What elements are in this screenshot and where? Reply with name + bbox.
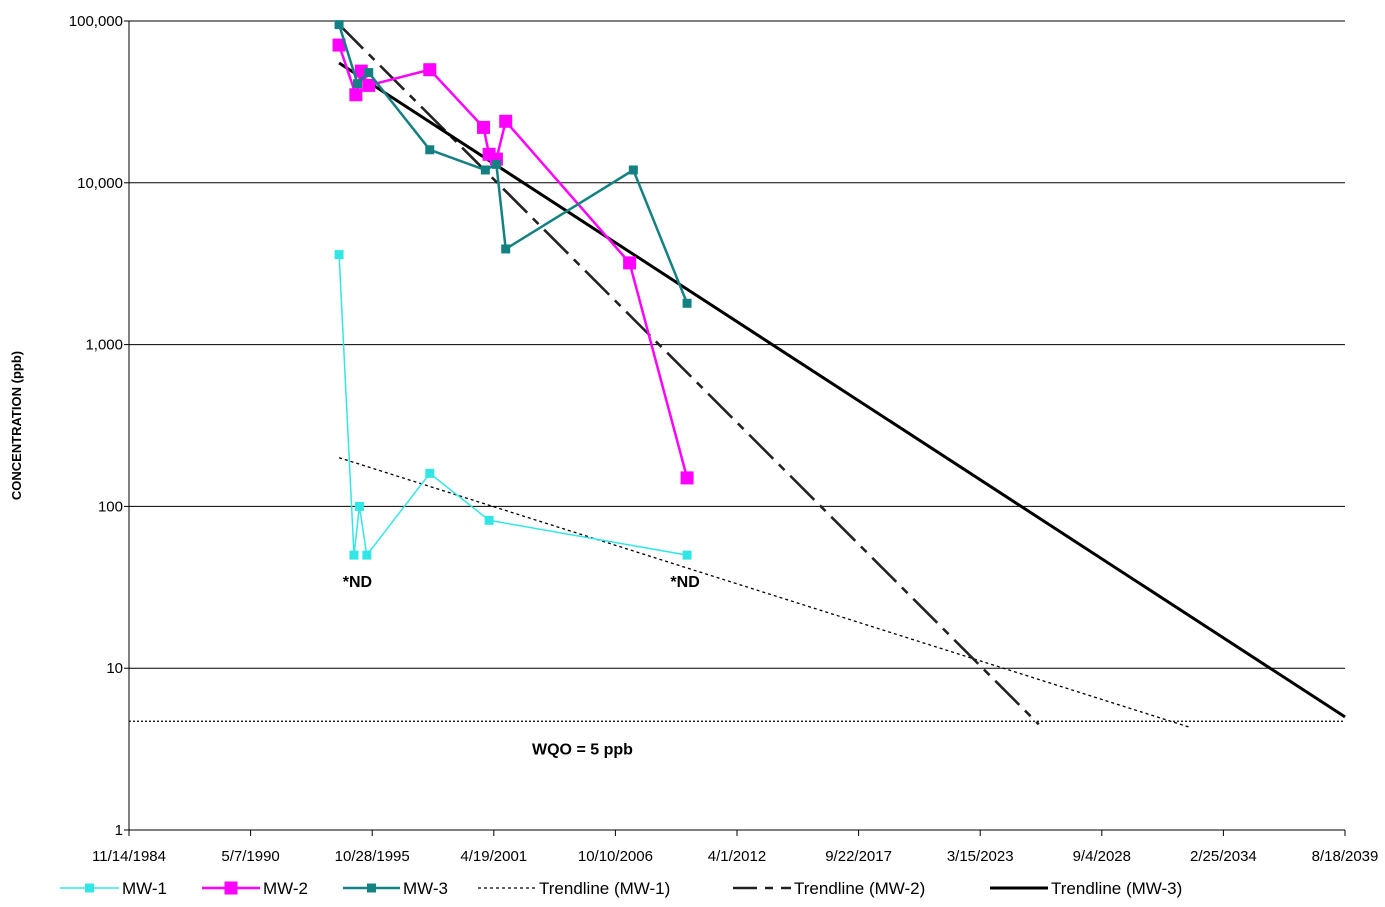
data-point-mw-2 (332, 38, 346, 52)
data-point-mw-1 (362, 550, 372, 560)
x-tick-label: 5/7/1990 (221, 848, 279, 865)
y-tick-label: 10 (106, 660, 123, 677)
x-tick-label: 9/22/2017 (825, 848, 892, 865)
nd-annotation: *ND (670, 574, 699, 591)
data-point-mw-2 (362, 78, 376, 92)
axes (124, 20, 1346, 836)
data-point-mw-1 (354, 501, 364, 511)
x-tick-label: 11/14/1984 (92, 848, 166, 865)
annotations: *ND *ND (343, 574, 700, 591)
series-line-mw-1 (338, 254, 688, 557)
legend-label-mw-1: MW-1 (122, 879, 167, 898)
data-point-mw-2 (499, 114, 513, 128)
data-point-mw-3 (491, 159, 501, 169)
gridlines (129, 20, 1345, 669)
legend-label-trendline-mw-3: Trendline (MW-3) (1051, 879, 1182, 898)
series-line-trendline-mw-1 (338, 457, 1191, 729)
legend-label-trendline-mw-1: Trendline (MW-1) (539, 879, 670, 898)
y-tick-label: 100 (98, 498, 123, 515)
nd-annotation: *ND (343, 574, 372, 591)
legend-label-mw-2: MW-2 (263, 879, 308, 898)
data-point-mw-2 (623, 256, 637, 270)
data-point-mw-2 (477, 120, 491, 134)
x-tick-label: 4/1/2012 (708, 848, 766, 865)
legend-label-trendline-mw-2: Trendline (MW-2) (794, 879, 925, 898)
data-point-mw-3 (425, 145, 435, 155)
y-tick-label: 1 (115, 822, 123, 839)
legend-marker-mw-1 (85, 883, 94, 893)
x-tick-label: 9/4/2028 (1073, 848, 1131, 865)
data-point-mw-1 (484, 515, 494, 525)
data-point-mw-1 (425, 468, 435, 478)
data-point-mw-2 (680, 471, 694, 485)
data-series (332, 20, 694, 560)
data-point-mw-3 (364, 68, 374, 78)
y-tick-label: 10,000 (77, 175, 123, 192)
x-tick-label: 10/28/1995 (335, 848, 410, 865)
x-tick-label: 10/10/2006 (578, 848, 653, 865)
x-tick-label: 2/25/2034 (1190, 848, 1257, 865)
legend-marker-mw-2 (224, 881, 238, 895)
legend-label-mw-3: MW-3 (403, 879, 448, 898)
data-point-mw-3 (501, 244, 511, 254)
data-point-mw-3 (682, 298, 692, 308)
y-axis-label: CONCENTRATION (ppb) (9, 351, 24, 500)
y-tick-label: 100,000 (69, 13, 123, 30)
x-tick-label: 4/19/2001 (460, 848, 527, 865)
series-line-trendline-mw-3 (338, 61, 1346, 719)
legend-marker-mw-3 (367, 883, 376, 893)
series-line-trendline-mw-2 (338, 23, 1040, 726)
data-point-mw-2 (349, 88, 363, 102)
data-point-mw-1 (682, 550, 692, 560)
data-point-mw-3 (480, 165, 490, 175)
x-tick-label: 3/15/2023 (947, 848, 1014, 865)
data-point-mw-3 (628, 165, 638, 175)
data-point-mw-2 (423, 63, 437, 77)
data-point-mw-3 (353, 79, 363, 89)
data-point-mw-3 (334, 20, 344, 30)
x-tick-label: 8/18/2039 (1312, 848, 1379, 865)
wqo-label: WQO = 5 ppb (532, 741, 633, 758)
trendlines (338, 23, 1346, 729)
legend: MW-1 MW-2 MW-3 Trendline (MW-1) Trendline (M… (60, 879, 1182, 898)
y-tick-label: 1,000 (85, 337, 123, 354)
tick-labels: 1 10 100 1,000 10,000 100,000 11/14/1984 5/7/19… (69, 13, 1379, 865)
data-point-mw-1 (349, 550, 359, 560)
data-point-mw-1 (334, 250, 344, 260)
